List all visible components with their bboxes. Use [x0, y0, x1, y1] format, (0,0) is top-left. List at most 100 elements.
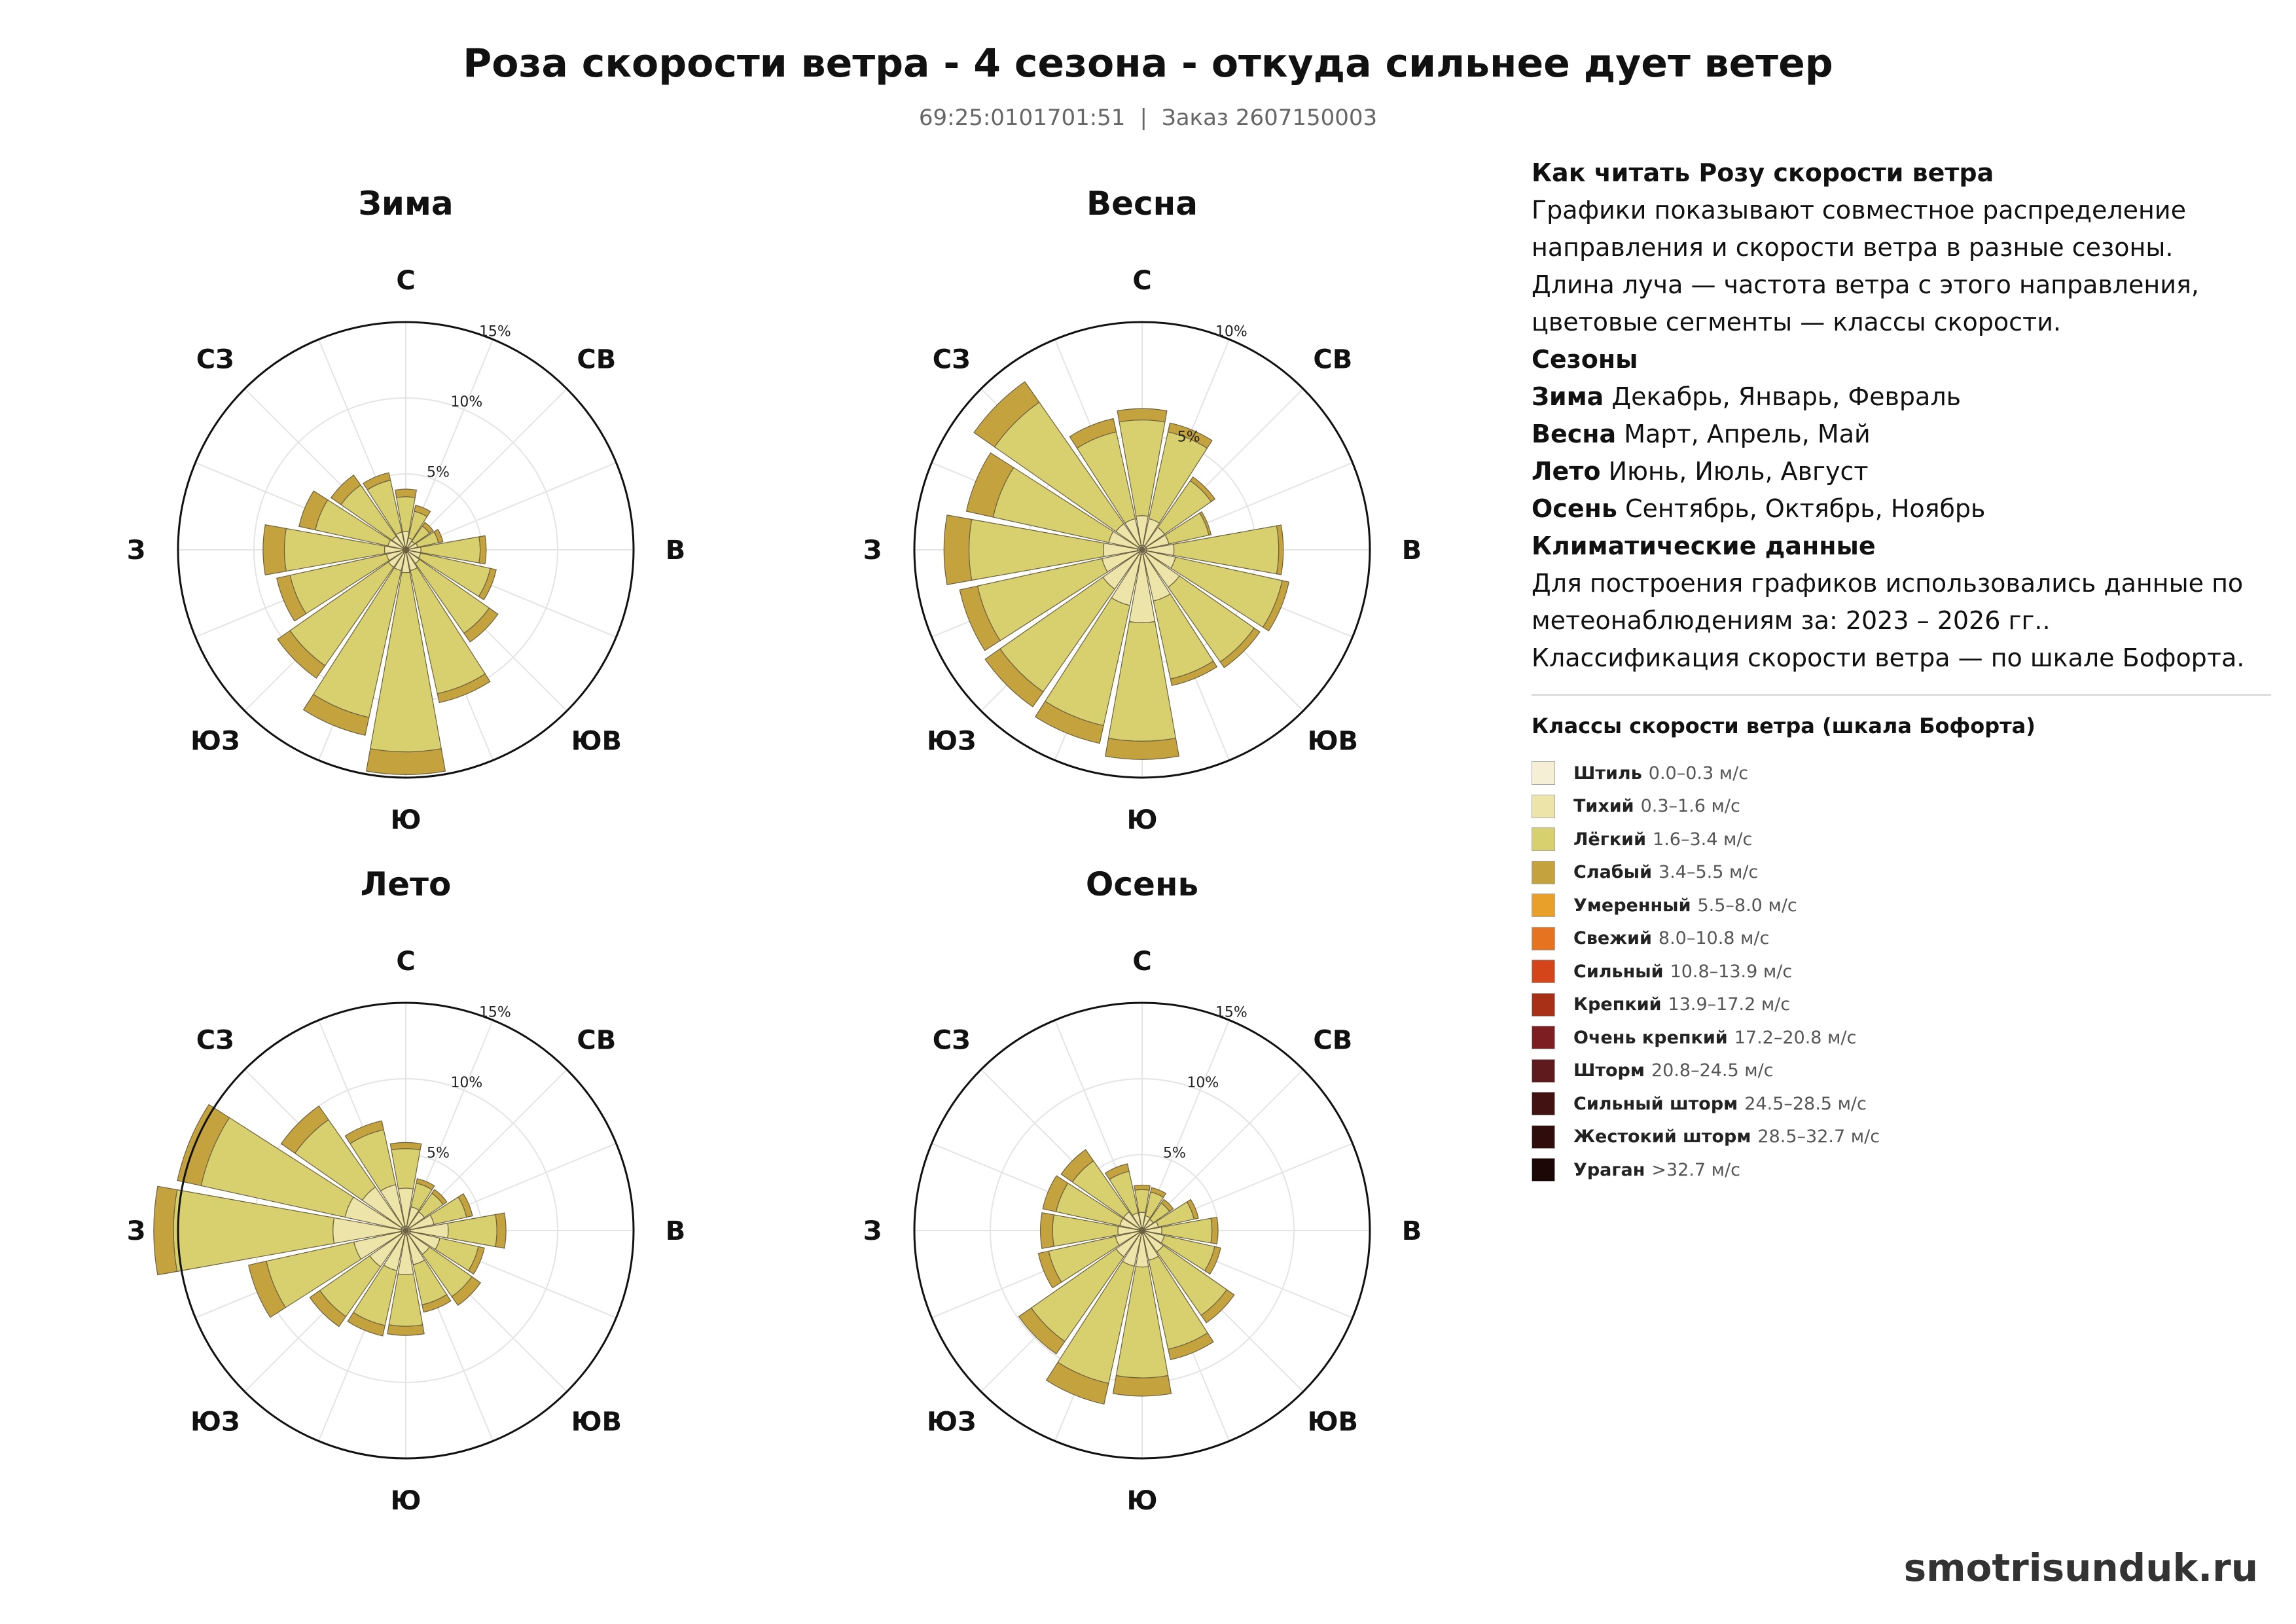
rose-bar-segment — [1199, 511, 1212, 536]
direction-label: СЗ — [933, 1026, 971, 1056]
rose-bar-segment — [1039, 1212, 1054, 1249]
direction-label: С — [1132, 266, 1151, 296]
ring-label: 15% — [1215, 1004, 1247, 1020]
direction-label: С — [396, 266, 415, 296]
legend-class-range: 13.9–17.2 м/с — [1668, 994, 1791, 1015]
direction-label: Ю — [1127, 1486, 1158, 1516]
wind-rose: Весна 5% 10% С СВ В ЮВ Ю ЮЗ З СЗ — [863, 185, 1422, 835]
rose-bar-segment — [463, 607, 499, 643]
legend-class-range: 20.8–24.5 м/с — [1651, 1060, 1774, 1081]
legend-class-name: Шторм — [1573, 1060, 1645, 1081]
rose-bar-segment — [1104, 1163, 1130, 1180]
legend-item: Очень крепкий 17.2–20.8 м/с — [1532, 1021, 2271, 1055]
season-row-spring: Весна Март, Апрель, Май — [1532, 416, 2251, 453]
legend-class-name: Умеренный — [1573, 895, 1691, 916]
legend-class-name: Свежий — [1573, 928, 1652, 949]
rose-bar-segment — [248, 1260, 287, 1318]
direction-label: СВ — [1313, 345, 1352, 375]
legend-swatch — [1532, 926, 1555, 950]
legend-item: Умеренный 5.5–8.0 м/с — [1532, 889, 2271, 922]
direction-label: СВ — [577, 345, 616, 375]
seasons-heading: Сезоны — [1532, 345, 1638, 374]
subtitle-separator: | — [1139, 105, 1147, 131]
rose-bar-segment — [984, 648, 1044, 708]
rose-frame — [177, 1001, 635, 1460]
rose-bar-segment — [276, 575, 307, 622]
legend-class-range: 10.8–13.9 м/с — [1670, 961, 1793, 982]
rose-bar-segment — [437, 673, 491, 704]
legend-class-range: 5.5–8.0 м/с — [1697, 895, 1797, 916]
direction-label: ЮВ — [1308, 1407, 1358, 1437]
rose-bar-segment — [330, 474, 361, 505]
legend-item: Штиль 0.0–0.3 м/с — [1532, 757, 2271, 790]
rose-bar-segment — [431, 1189, 448, 1206]
rose-bar-segment — [965, 452, 1014, 518]
rose-bar-segment — [302, 693, 370, 736]
rose-title: Зима — [358, 185, 453, 223]
legend-class-range: 24.5–28.5 м/с — [1744, 1093, 1867, 1114]
legend-item: Лёгкий 1.6–3.4 м/с — [1532, 823, 2271, 856]
direction-label: С — [396, 947, 415, 977]
rose-bar-segment — [467, 1246, 485, 1275]
rose-bar-segment — [433, 528, 444, 543]
rose-bar-segment — [262, 524, 287, 575]
rose-bar-segment — [1186, 1199, 1199, 1220]
info-panel: Как читать Розу скорости ветра Графики п… — [1532, 154, 2251, 677]
ring-label: 15% — [479, 323, 511, 340]
rose-bar-segment — [1262, 580, 1290, 632]
rose-frame — [177, 321, 635, 779]
grid-spoke — [405, 388, 567, 550]
season-name: Осень — [1532, 494, 1617, 523]
direction-label: СЗ — [196, 345, 234, 375]
legend-swatch — [1532, 992, 1555, 1017]
legend-item: Ураган >32.7 м/с — [1532, 1153, 2271, 1187]
legend-class-name: Сильный — [1573, 961, 1664, 982]
legend-item: Жестокий шторм 28.5–32.7 м/с — [1532, 1121, 2271, 1154]
speed-legend: Классы скорости ветра (шкала Бофорта) Шт… — [1532, 713, 2271, 1187]
rose-title: Лето — [361, 865, 452, 903]
direction-label: СВ — [1313, 1026, 1352, 1056]
legend-class-range: 0.0–0.3 м/с — [1648, 763, 1749, 784]
direction-label: ЮЗ — [190, 1407, 240, 1437]
season-months: Сентябрь, Октябрь, Ноябрь — [1624, 494, 1986, 523]
read-text: Графики показывают совместное распределе… — [1532, 196, 2199, 336]
rose-bar-segment — [451, 1276, 482, 1307]
rose-bar-segment — [347, 1312, 386, 1337]
ring-label: 5% — [1177, 429, 1200, 446]
rose-bar-segment — [959, 585, 1001, 651]
rose-bar-segment — [1034, 700, 1104, 744]
rose-title: Весна — [1086, 185, 1198, 223]
season-months: Март, Апрель, Май — [1624, 420, 1871, 448]
wind-rose: Зима 5% 10% 15% С СВ В ЮВ Ю ЮЗ З СЗ — [127, 185, 685, 835]
direction-label: ЮЗ — [927, 1407, 976, 1437]
legend-class-name: Слабый — [1573, 862, 1652, 883]
legend-swatch — [1532, 827, 1555, 852]
direction-label: В — [666, 535, 686, 566]
wind-rose: Лето 5% 10% 15% С СВ В ЮВ Ю ЮЗ З СЗ — [127, 865, 685, 1516]
direction-label: В — [1402, 1216, 1422, 1246]
legend-item: Шторм 20.8–24.5 м/с — [1532, 1055, 2271, 1088]
direction-label: З — [863, 535, 882, 566]
direction-label: Ю — [391, 1486, 422, 1516]
direction-label: Ю — [1127, 805, 1158, 835]
rose-bar-segment — [153, 1185, 178, 1276]
rose-bar-segment — [1037, 1250, 1062, 1289]
rose-bar-segment — [1134, 1184, 1151, 1191]
cadastral-number: 69:25:0101701:51 — [918, 105, 1126, 131]
rose-bar-segment — [344, 1120, 384, 1144]
rose-bar-segment — [943, 514, 973, 585]
season-months: Июнь, Июль, Август — [1608, 457, 1869, 486]
ring-label: 15% — [479, 1004, 511, 1020]
direction-label: ЮЗ — [927, 726, 976, 756]
legend-class-name: Жестокий шторм — [1573, 1127, 1751, 1147]
legend-swatch — [1532, 761, 1555, 785]
rose-bar-segment — [414, 505, 431, 518]
divider — [1532, 694, 2271, 696]
rose-bar-segment — [391, 1148, 421, 1189]
legend-class-range: 28.5–32.7 м/с — [1757, 1127, 1880, 1147]
legend-class-name: Штиль — [1573, 763, 1642, 784]
rose-bar-segment — [1160, 1199, 1174, 1212]
ring-label: 10% — [450, 394, 482, 410]
page-subtitle: 69:25:0101701:51 | Заказ 2607150003 — [0, 105, 2296, 131]
legend-class-name: Тихий — [1573, 796, 1634, 817]
